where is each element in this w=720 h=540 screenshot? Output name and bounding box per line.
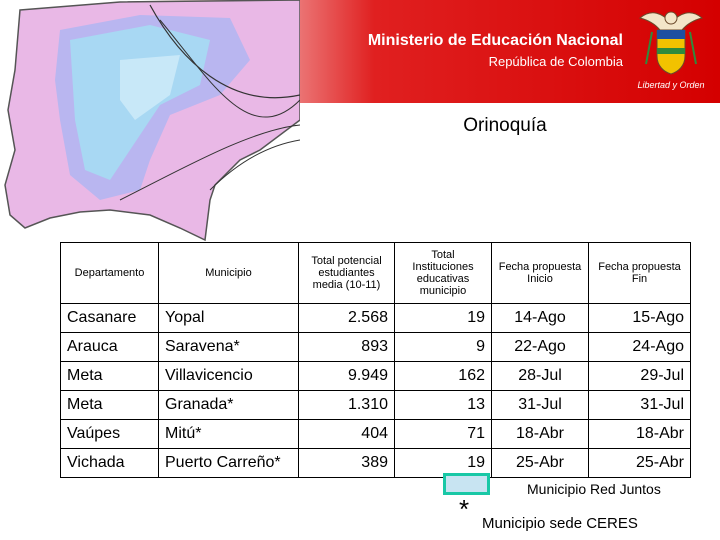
cell-municipio: Granada* <box>158 390 299 420</box>
legend-red-juntos-swatch <box>443 473 490 495</box>
cell-fecha-fin: 15-Ago <box>588 303 691 333</box>
cell-departamento: Vaúpes <box>60 419 159 449</box>
cell-fecha-fin: 24-Ago <box>588 332 691 362</box>
cell-estudiantes: 1.310 <box>298 390 395 420</box>
cell-fecha-fin: 31-Jul <box>588 390 691 420</box>
table-row: Casanare Yopal 2.568 19 14-Ago 15-Ago <box>60 303 691 333</box>
cell-departamento: Meta <box>60 361 159 391</box>
cell-instituciones: 13 <box>394 390 492 420</box>
cell-municipio: Yopal <box>158 303 299 333</box>
cell-municipio: Mitú* <box>158 419 299 449</box>
cell-departamento: Meta <box>60 390 159 420</box>
cell-fecha-fin: 29-Jul <box>588 361 691 391</box>
cell-estudiantes: 2.568 <box>298 303 395 333</box>
cell-estudiantes: 389 <box>298 448 395 478</box>
cell-instituciones: 9 <box>394 332 492 362</box>
cell-instituciones: 19 <box>394 303 492 333</box>
cell-fecha-inicio: 22-Ago <box>491 332 589 362</box>
cell-departamento: Casanare <box>60 303 159 333</box>
region-title: Orinoquía <box>463 115 547 136</box>
cell-fecha-inicio: 18-Abr <box>491 419 589 449</box>
municipios-table: Departamento Municipio Total potencial e… <box>60 242 691 478</box>
legend-ceres-label: Municipio sede CERES <box>482 515 638 532</box>
region-map-image <box>4 0 300 242</box>
cell-fecha-fin: 18-Abr <box>588 419 691 449</box>
table-header-row: Departamento Municipio Total potencial e… <box>60 242 691 304</box>
cell-instituciones: 162 <box>394 361 492 391</box>
cell-departamento: Vichada <box>60 448 159 478</box>
table-row: Arauca Saravena* 893 9 22-Ago 24-Ago <box>60 332 691 362</box>
header-fecha-inicio: Fecha propuesta Inicio <box>491 242 589 304</box>
cell-departamento: Arauca <box>60 332 159 362</box>
header-total-instituciones: Total Instituciones educativas municipio <box>394 242 492 304</box>
coat-of-arms-icon <box>638 11 704 75</box>
cell-estudiantes: 404 <box>298 419 395 449</box>
cell-fecha-fin: 25-Abr <box>588 448 691 478</box>
cell-fecha-inicio: 14-Ago <box>491 303 589 333</box>
header-departamento: Departamento <box>60 242 159 304</box>
cell-municipio: Villavicencio <box>158 361 299 391</box>
table-row: Vaúpes Mitú* 404 71 18-Abr 18-Abr <box>60 419 691 449</box>
cell-instituciones: 71 <box>394 419 492 449</box>
cell-municipio: Puerto Carreño* <box>158 448 299 478</box>
cell-estudiantes: 9.949 <box>298 361 395 391</box>
cell-fecha-inicio: 28-Jul <box>491 361 589 391</box>
legend-red-juntos-label: Municipio Red Juntos <box>527 481 661 497</box>
ministry-name: Ministerio de Educación Nacional <box>367 32 623 49</box>
header-municipio: Municipio <box>158 242 299 304</box>
motto: Libertad y Orden <box>637 80 705 90</box>
legend-ceres-star: * <box>459 494 470 524</box>
cell-estudiantes: 893 <box>298 332 395 362</box>
cell-fecha-inicio: 25-Abr <box>491 448 589 478</box>
republica-name: República de Colombia <box>488 54 623 69</box>
cell-fecha-inicio: 31-Jul <box>491 390 589 420</box>
header-total-estudiantes: Total potencial estudiantes media (10-11… <box>298 242 395 304</box>
table-row: Vichada Puerto Carreño* 389 19 25-Abr 25… <box>60 448 691 478</box>
table-row: Meta Granada* 1.310 13 31-Jul 31-Jul <box>60 390 691 420</box>
header-fecha-fin: Fecha propuesta Fin <box>588 242 691 304</box>
table-row: Meta Villavicencio 9.949 162 28-Jul 29-J… <box>60 361 691 391</box>
cell-municipio: Saravena* <box>158 332 299 362</box>
